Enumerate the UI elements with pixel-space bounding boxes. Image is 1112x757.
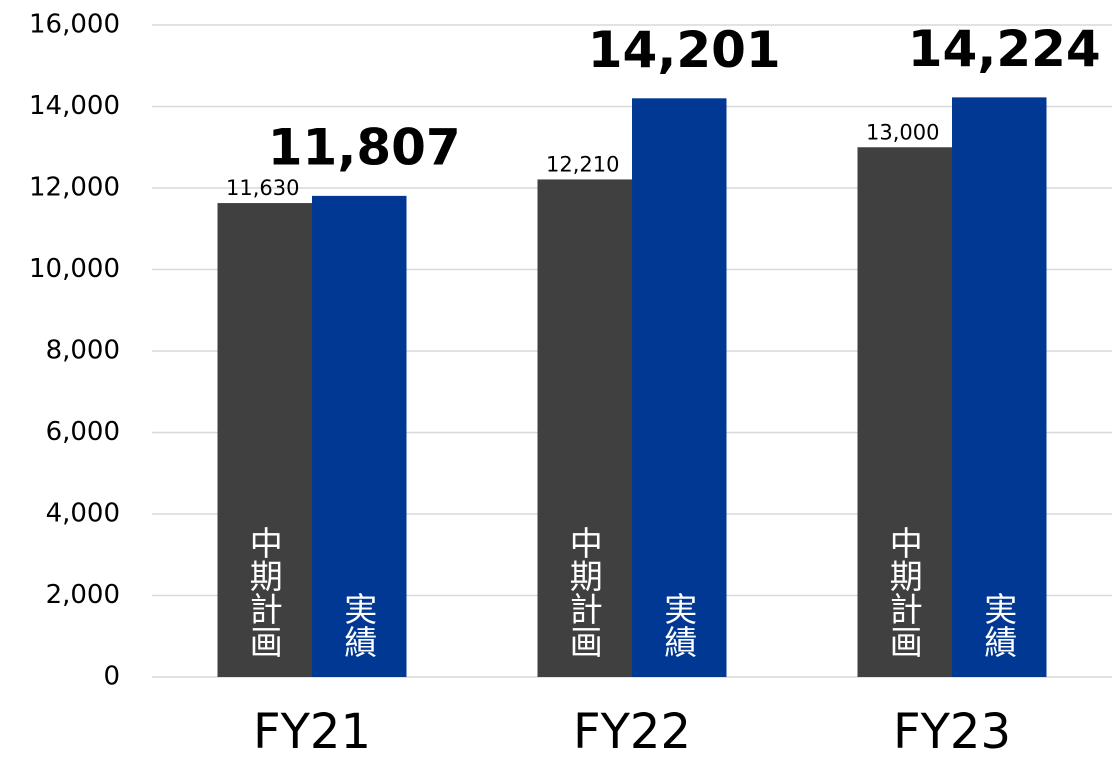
y-tick-label: 0 bbox=[103, 662, 120, 692]
value-label: 11,630 bbox=[226, 176, 299, 200]
y-tick-label: 6,000 bbox=[46, 417, 120, 447]
y-tick-label: 14,000 bbox=[29, 91, 120, 121]
y-tick-label: 2,000 bbox=[46, 580, 120, 610]
value-label: 12,210 bbox=[546, 152, 619, 176]
x-tick-label: FY23 bbox=[893, 704, 1011, 757]
bar bbox=[952, 97, 1047, 677]
y-tick-label: 16,000 bbox=[29, 10, 120, 40]
y-tick-label: 4,000 bbox=[46, 499, 120, 529]
x-tick-label: FY21 bbox=[253, 704, 371, 757]
bar-series-name: 中期計画 bbox=[884, 526, 923, 658]
value-label: 14,201 bbox=[588, 21, 781, 79]
bar-series-name: 中期計画 bbox=[564, 526, 603, 658]
bar-series-name: 中期計画 bbox=[244, 526, 283, 658]
value-label: 13,000 bbox=[866, 120, 939, 144]
y-tick-label: 12,000 bbox=[29, 173, 120, 203]
y-tick-label: 8,000 bbox=[46, 336, 120, 366]
bar bbox=[632, 98, 727, 677]
bar-series-name: 実績 bbox=[339, 592, 378, 658]
bar-series-name: 実績 bbox=[979, 592, 1018, 658]
bar bbox=[217, 203, 312, 677]
x-tick-label: FY22 bbox=[573, 704, 691, 757]
bar bbox=[537, 179, 632, 677]
bar bbox=[312, 195, 407, 677]
y-tick-label: 10,000 bbox=[29, 254, 120, 284]
value-label: 14,224 bbox=[908, 20, 1101, 78]
bar bbox=[857, 147, 952, 677]
value-label: 11,807 bbox=[268, 118, 461, 176]
bar-series-name: 実績 bbox=[659, 592, 698, 658]
